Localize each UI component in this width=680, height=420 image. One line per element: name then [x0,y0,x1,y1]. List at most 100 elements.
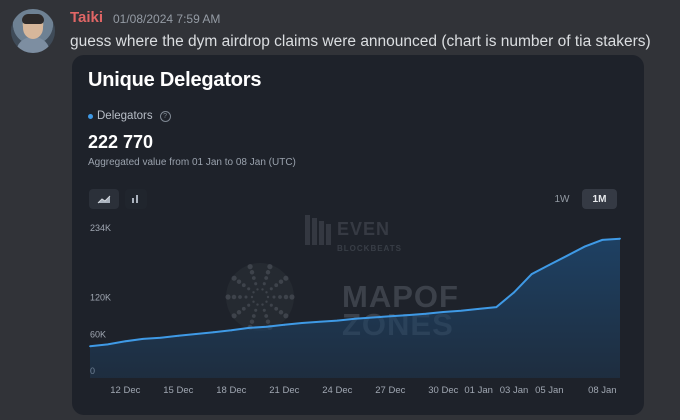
mapofzones-logo-dot [249,270,255,275]
mapofzones-logo-dot [264,276,269,280]
range-button-1m[interactable]: 1M [582,189,617,209]
mapofzones-logo-dot [252,300,255,303]
mapofzones-logo-dot [249,319,255,324]
mapofzones-logo-dot [256,288,259,291]
chart-point [336,319,339,322]
mapofzones-logo-dot [261,303,264,306]
svg-text:BLOCKBEATS: BLOCKBEATS [337,244,402,253]
mapofzones-logo-dot [265,300,268,303]
bar-chart-toggle-button[interactable] [125,189,147,209]
mapofzones-logo-dot [283,294,289,300]
mapofzones-logo-dot [241,306,246,311]
mapofzones-logo-dot [283,275,289,281]
chart-point [407,314,409,316]
chart-point [177,334,180,337]
mapofzones-logo-dot [265,319,271,324]
mapofzones-logo-dot [266,295,270,299]
mapofzones-logo-dot [272,295,276,299]
mapofzones-logo-dot [231,313,237,319]
mapofzones-logo-dot [238,295,242,299]
mapofzones-logo-dot [254,308,258,312]
x-tick-label: 15 Dec [163,385,193,396]
info-icon[interactable]: ? [159,110,171,122]
mapofzones-logo-dot [274,283,279,288]
range-button-1w[interactable]: 1W [554,193,570,205]
x-tick-label: 30 Dec [428,385,458,396]
message-timestamp: 01/08/2024 7:59 AM [113,12,221,26]
chart-area-fill [90,238,620,378]
chart-legend: Delegators ? [88,110,171,122]
mapofzones-logo-dot [274,306,279,311]
mapofzones-logo-dot [269,287,273,291]
chart-point [460,309,462,312]
chart-point [212,331,215,334]
aggregated-value-text: Aggregated value from 01 Jan to 08 Jan (… [88,157,296,168]
chart-point [248,326,250,329]
chart-point [354,317,356,320]
message-username[interactable]: Taiki [70,9,104,26]
svg-text:EVEN: EVEN [337,219,390,239]
legend-dot-icon [88,113,93,119]
mapofzones-logo-dot [236,279,242,284]
area-chart-icon [97,195,111,204]
mapofzones-logo-icon [226,263,294,331]
y-tick-label: 234K [90,223,111,233]
mapofzones-logo-dot [264,314,269,318]
y-tick-label: 120K [90,293,111,303]
bar-chart-icon [132,195,138,203]
chart-point [195,333,197,335]
mapofzones-logo-dot [225,294,231,300]
mapofzones-logo-dot [254,282,258,286]
mapofzones-logo-dot [252,291,255,294]
blockbeats-watermark: EVEN BLOCKBEATS [305,215,495,267]
mapofzones-logo-dot [247,264,253,270]
chart-point [89,345,91,348]
mapofzones-logo-dot [283,313,289,319]
chart-point [566,254,568,257]
chart-point [583,245,586,248]
chart-point [424,312,427,315]
chart-point [371,316,374,319]
mapofzones-logo-dot [236,310,242,315]
y-tick-label: 60K [90,329,106,339]
user-avatar[interactable] [11,9,55,53]
mapofzones-logo-dot [267,264,273,270]
chart-point [619,237,621,240]
mapofzones-logo-dot [278,279,284,284]
chart-point [477,308,480,310]
chart-point [442,311,445,313]
message-text: guess where the dym airdrop claims were … [70,33,651,50]
chart-point [142,337,144,340]
mapofzones-logo-dot [262,308,266,312]
chart-point [124,340,127,343]
avatar-body [16,37,50,53]
chart-point [283,323,286,326]
area-chart-toggle-button[interactable] [89,189,119,209]
mapofzones-logo-dot [289,294,295,300]
x-tick-label: 08 Jan [588,385,617,396]
mapofzones-logo-dot [241,283,246,288]
chart-point [389,315,392,318]
mapofzones-logo-dot [247,303,251,307]
chart-point [530,273,533,276]
x-tick-label: 24 Dec [322,385,352,396]
mapofzones-logo-dot [278,295,282,299]
mapofzones-logo-dot [250,295,254,299]
x-tick-label: 27 Dec [375,385,405,396]
blockbeats-logo-icon: EVEN BLOCKBEATS [305,215,402,253]
chart-point [495,306,498,309]
mapofzones-logo-dot [231,294,237,300]
mapofzones-watermark-line1: MAPOF [342,279,459,314]
mapofzones-logo-dot [231,275,237,281]
mapofzones-logo-dot [265,291,268,294]
mapofzones-logo-dot [247,287,251,291]
chart-point [513,291,515,294]
mapofzones-logo-dot [265,270,271,275]
mapofzones-logo-dot [251,276,256,280]
chart-card[interactable]: Unique Delegators Delegators ? 222 770 A… [72,55,644,415]
x-tick-label: 05 Jan [535,385,564,396]
chart-point [159,336,162,339]
chart-point [301,322,303,324]
chart-point [106,343,109,346]
